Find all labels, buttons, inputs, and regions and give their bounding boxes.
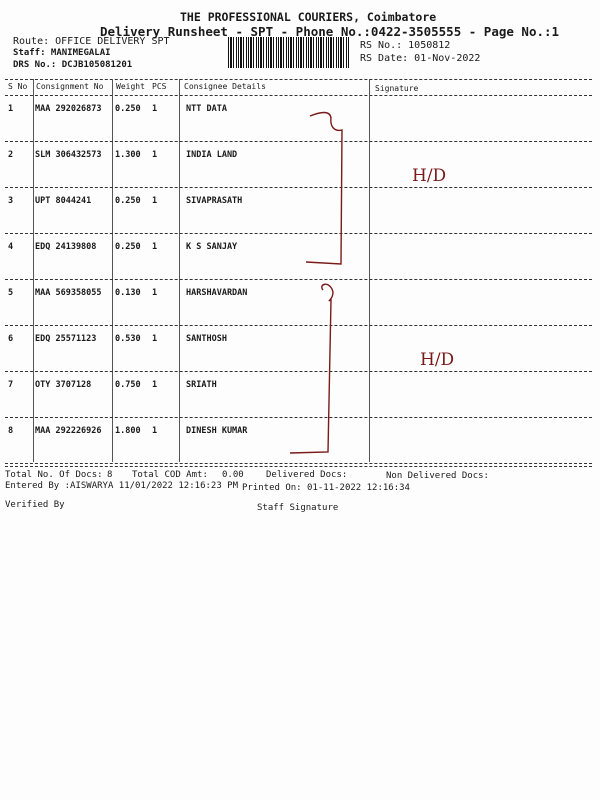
cell-pcs: 1 [152,334,158,344]
route: Route: OFFICE DELIVERY SPT [13,36,170,47]
row-divider [5,233,592,234]
cell-consignee: INDIA LAND [186,150,238,160]
cell-sno: 8 [8,426,14,436]
cell-consignee: SANTHOSH [186,334,227,344]
cell-weight: 0.750 [115,380,141,390]
drs-number: DRS No.: DCJB105081201 [13,60,133,70]
table-row: 5 MAA 569358055 0.130 1 HARSHAVARDAN [0,279,600,326]
cell-consignee: K S SANJAY [186,242,238,252]
table-row: 8 MAA 292226926 1.800 1 DINESH KUMAR [0,417,600,464]
row-divider [5,417,592,418]
rs-date: RS Date: 01-Nov-2022 [360,53,481,64]
col-consignment: Consignment No [36,82,104,91]
col-signature: Signature [375,84,419,93]
cell-consignment: OTY 3707128 [35,380,92,390]
column-line [33,79,34,462]
bracket-2 [289,283,334,454]
cell-pcs: 1 [152,196,158,206]
runsheet-subtitle: Delivery Runsheet - SPT - Phone No.:0422… [100,24,560,39]
column-line [112,79,113,462]
row-divider [5,141,592,142]
table-row: 2 SLM 306432573 1.300 1 INDIA LAND [0,141,600,188]
cell-pcs: 1 [152,288,158,298]
printed-on: Printed On: 01-11-2022 12:16:34 [242,483,410,493]
cell-consignee: SIVAPRASATH [186,196,243,206]
staff: Staff: MANIMEGALAI [13,48,111,58]
verified-by: Verified By [5,500,65,510]
table-row: 3 UPT 8044241 0.250 1 SIVAPRASATH [0,187,600,234]
cell-pcs: 1 [152,426,158,436]
total-docs-label: Total No. Of Docs: [5,470,103,480]
cell-pcs: 1 [152,104,158,114]
cell-weight: 0.250 [115,104,141,114]
cell-consignment: EDQ 25571123 [35,334,97,344]
total-cod: 0.00 [222,470,244,480]
cell-consignee: DINESH KUMAR [186,426,248,436]
cell-weight: 1.300 [115,150,141,160]
cell-consignment: MAA 292226926 [35,426,102,436]
cell-consignment: SLM 306432573 [35,150,102,160]
staff-signature: Staff Signature [257,503,339,513]
cell-consignment: MAA 292026873 [35,104,102,114]
cell-consignee: NTT DATA [186,104,227,114]
table-row: 6 EDQ 25571123 0.530 1 SANTHOSH [0,325,600,372]
bracket-1 [305,111,343,265]
row-divider [5,279,592,280]
cell-sno: 3 [8,196,14,206]
cell-sno: 2 [8,150,14,160]
handwritten-note-hd: H/D [412,166,447,186]
row-divider [5,463,592,464]
row-divider [5,371,592,372]
cell-consignment: EDQ 24139808 [35,242,97,252]
rs-number: RS No.: 1050812 [360,40,451,51]
barcode [228,37,350,68]
cell-pcs: 1 [152,242,158,252]
column-line [179,79,180,462]
cell-weight: 0.530 [115,334,141,344]
cell-sno: 4 [8,242,14,252]
cell-consignee: HARSHAVARDAN [186,288,248,298]
entered-by: Entered By :AISWARYA 11/01/2022 12:16:23… [5,481,238,491]
cell-sno: 5 [8,288,14,298]
cell-consignee: SRIATH [186,380,217,390]
cell-pcs: 1 [152,380,158,390]
non-delivered-docs-label: Non Delivered Docs: [386,471,489,481]
table-row: 1 MAA 292026873 0.250 1 NTT DATA [0,95,600,142]
cell-consignment: UPT 8044241 [35,196,92,206]
cell-weight: 0.130 [115,288,141,298]
row-divider [5,187,592,188]
total-docs: 8 [107,470,113,480]
divider [5,466,592,467]
table-row: 4 EDQ 24139808 0.250 1 K S SANJAY [0,233,600,280]
cell-weight: 0.250 [115,196,141,206]
column-line [369,79,370,462]
company-title: THE PROFESSIONAL COURIERS, Coimbatore [180,10,437,24]
cell-weight: 0.250 [115,242,141,252]
cell-weight: 1.800 [115,426,141,436]
row-divider [5,325,592,326]
cell-sno: 7 [8,380,14,390]
cell-sno: 6 [8,334,14,344]
cell-sno: 1 [8,104,14,114]
handwritten-note-hd: H/D [420,350,455,370]
cell-consignment: MAA 569358055 [35,288,102,298]
delivered-docs-label: Delivered Docs: [266,470,348,480]
col-consignee: Consignee Details [184,82,266,91]
col-weight: Weight [116,82,145,91]
table-row: 7 OTY 3707128 0.750 1 SRIATH [0,371,600,418]
divider [5,79,592,80]
divider [5,95,592,96]
col-pcs: PCS [152,82,167,91]
total-cod-label: Total COD Amt: [132,470,208,480]
col-sno: S No [8,82,28,91]
cell-pcs: 1 [152,150,158,160]
